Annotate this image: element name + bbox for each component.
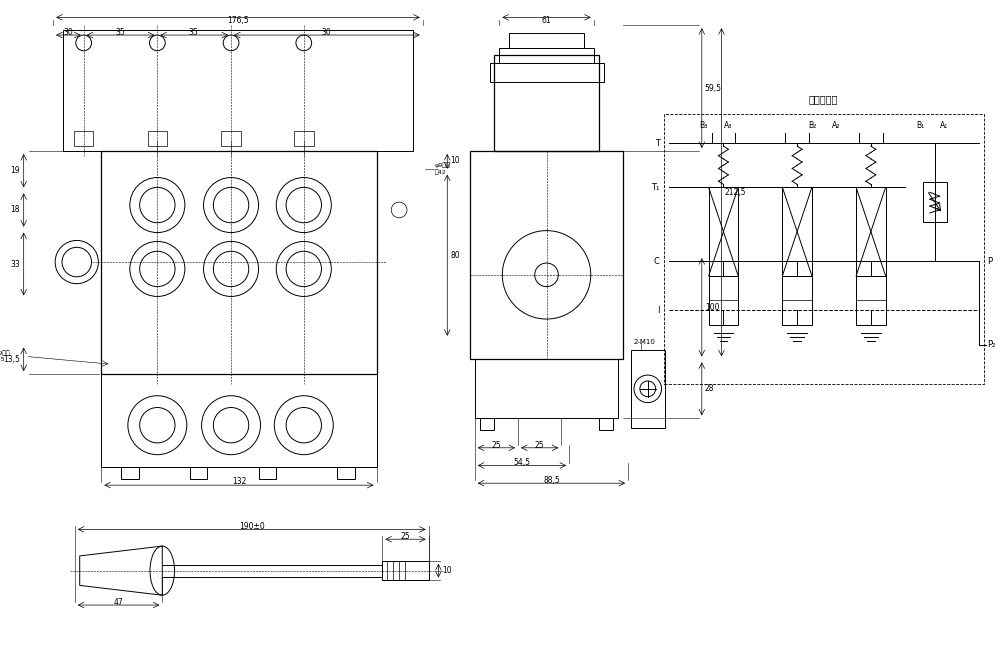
Bar [509, 33, 584, 48]
Text: A₃: A₃ [724, 121, 733, 130]
Bar [101, 374, 377, 468]
Text: 176,5: 176,5 [227, 16, 249, 25]
Text: A₁: A₁ [940, 121, 949, 130]
Text: 61: 61 [542, 16, 551, 25]
Text: A₂: A₂ [832, 121, 841, 130]
Text: I: I [657, 306, 660, 315]
Text: T: T [655, 139, 660, 148]
Text: 28: 28 [705, 384, 714, 393]
Bar [475, 359, 618, 419]
Text: 25: 25 [535, 441, 544, 450]
Text: 30: 30 [322, 28, 331, 37]
Bar [337, 468, 355, 479]
Text: C: C [654, 257, 660, 266]
Bar [856, 187, 886, 276]
Text: 液压原理图: 液压原理图 [809, 94, 838, 104]
Bar [121, 468, 139, 479]
Text: 212,5: 212,5 [724, 188, 746, 197]
Bar [259, 468, 276, 479]
Bar [631, 350, 665, 428]
Bar [664, 114, 984, 384]
Text: 25: 25 [492, 441, 501, 450]
Bar [470, 151, 623, 359]
Bar [709, 276, 738, 325]
Bar [709, 187, 738, 276]
Bar [74, 132, 93, 146]
Bar [480, 419, 494, 430]
Text: 13,5: 13,5 [3, 355, 20, 364]
Text: P₂: P₂ [987, 340, 995, 349]
Bar [782, 187, 812, 276]
Text: 59,5: 59,5 [705, 84, 722, 93]
Text: 80: 80 [450, 251, 460, 260]
Text: 88,5: 88,5 [543, 476, 560, 485]
Text: 19: 19 [10, 166, 20, 175]
Text: 2-M10: 2-M10 [633, 339, 655, 344]
Text: 132: 132 [232, 477, 246, 486]
Bar [499, 48, 594, 63]
Bar [490, 63, 604, 82]
Bar [782, 276, 812, 325]
Text: B₂: B₂ [808, 121, 816, 130]
Bar [63, 30, 413, 151]
Text: 47: 47 [113, 598, 123, 607]
Text: P: P [987, 257, 992, 266]
Bar [190, 468, 207, 479]
Text: 54,5: 54,5 [513, 459, 530, 468]
Text: 10: 10 [442, 566, 452, 575]
Text: 190±0: 190±0 [239, 522, 265, 531]
Bar [382, 561, 429, 580]
Bar [294, 132, 314, 146]
Text: 25: 25 [400, 532, 410, 541]
Text: 18: 18 [10, 206, 20, 215]
Bar [923, 183, 947, 222]
Bar [221, 132, 241, 146]
Text: 10: 10 [450, 156, 460, 165]
Bar [856, 276, 886, 325]
Text: 35: 35 [115, 28, 125, 37]
Text: φ9深孔
深42: φ9深孔 深42 [434, 163, 450, 175]
Text: φ9深孔
深35: φ9深孔 深35 [0, 350, 10, 362]
Text: B₁: B₁ [916, 121, 924, 130]
Text: T₁: T₁ [651, 183, 660, 192]
Text: 30: 30 [63, 28, 73, 37]
Bar [599, 419, 613, 430]
Text: B₃: B₃ [700, 121, 708, 130]
Bar [101, 151, 377, 374]
Text: 100: 100 [705, 303, 719, 312]
Bar [494, 55, 599, 151]
Text: 33: 33 [10, 259, 20, 268]
Bar [148, 132, 167, 146]
Text: 35: 35 [189, 28, 199, 37]
